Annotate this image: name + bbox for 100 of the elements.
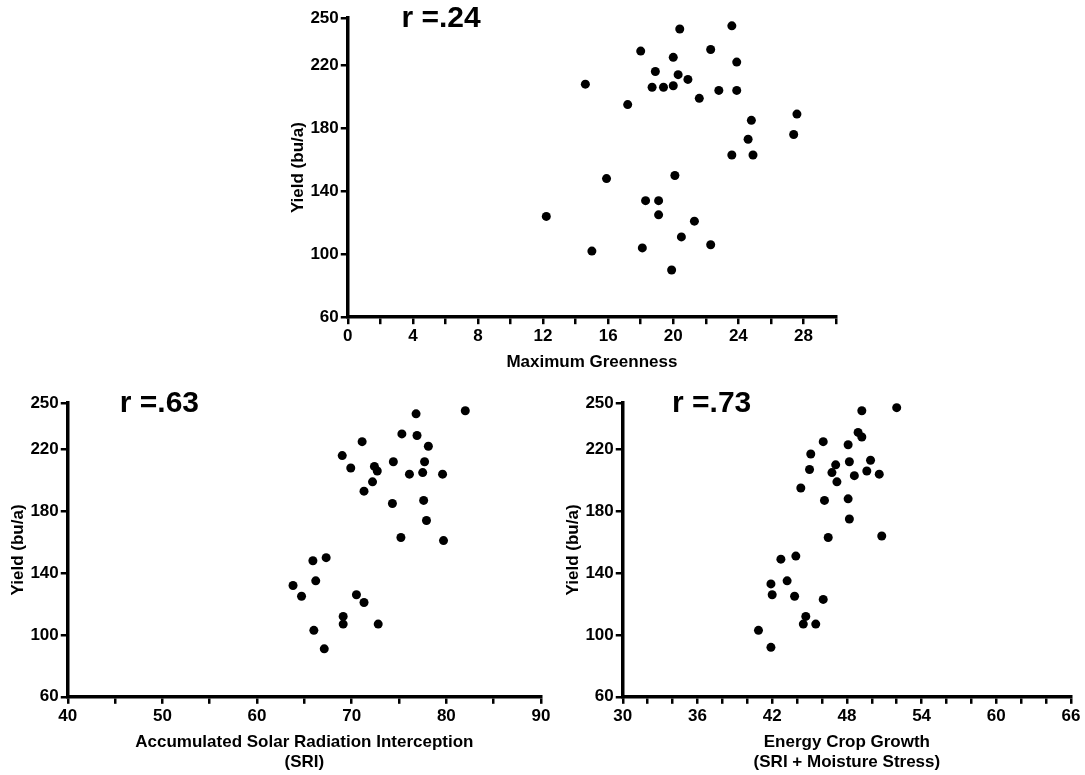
point <box>791 551 801 561</box>
point <box>368 477 378 487</box>
y-tick-label: 250 <box>30 392 59 412</box>
point <box>767 590 777 600</box>
x-tick-label: 12 <box>533 326 553 346</box>
point <box>297 591 307 601</box>
x-tick-label: 48 <box>837 705 857 725</box>
point <box>667 265 677 275</box>
point <box>641 196 651 206</box>
point <box>418 468 428 478</box>
point <box>811 619 821 629</box>
y-tick-label: 100 <box>30 624 59 644</box>
x-tick-label: 90 <box>531 705 551 725</box>
point <box>654 210 664 220</box>
point <box>580 79 590 89</box>
point <box>732 57 742 67</box>
point <box>396 533 406 543</box>
y-tick-label: 60 <box>39 686 59 706</box>
x-tick-label: 24 <box>728 326 749 346</box>
y-tick-label: 140 <box>30 562 59 582</box>
x-tick-label: 0 <box>343 326 353 346</box>
point <box>372 466 382 476</box>
point <box>676 232 686 242</box>
point <box>359 597 369 607</box>
y-tick-label: 180 <box>310 117 339 137</box>
point <box>359 486 369 496</box>
point <box>460 406 470 416</box>
point <box>623 100 633 110</box>
point <box>766 642 776 652</box>
annotation: r =.73 <box>672 385 752 419</box>
x-axis-title: Maximum Greenness <box>506 352 678 372</box>
point <box>862 466 872 476</box>
x-tick-label: 4 <box>408 326 419 346</box>
point <box>782 576 792 586</box>
point <box>308 556 318 566</box>
point <box>819 495 829 505</box>
point <box>670 170 680 180</box>
point <box>541 211 551 221</box>
point <box>832 477 842 487</box>
point <box>319 644 329 654</box>
point <box>694 93 704 103</box>
point <box>309 625 319 635</box>
point <box>288 580 298 590</box>
point <box>843 494 853 504</box>
point <box>373 619 383 629</box>
point <box>650 67 660 77</box>
point <box>706 45 716 54</box>
point <box>857 406 867 416</box>
point <box>351 590 361 600</box>
point <box>675 24 685 34</box>
point <box>636 46 646 56</box>
point <box>790 591 800 601</box>
point <box>857 432 867 442</box>
y-tick-label: 100 <box>310 243 339 263</box>
point <box>844 514 854 524</box>
annotation: r =.24 <box>401 0 482 34</box>
point <box>673 70 683 80</box>
x-tick-label: 60 <box>247 705 267 725</box>
point <box>387 499 397 509</box>
x-tick-label: 70 <box>342 705 362 725</box>
point <box>421 516 431 526</box>
x-tick-label: 28 <box>793 326 813 346</box>
y-tick-label: 180 <box>30 500 59 520</box>
point <box>346 463 356 473</box>
point <box>311 576 321 586</box>
x-tick-label: 36 <box>688 705 707 725</box>
point <box>587 246 597 256</box>
x-tick-label: 60 <box>986 705 1006 725</box>
point <box>748 150 758 160</box>
x-tick-label: 50 <box>152 705 172 725</box>
point <box>404 469 414 479</box>
x-tick-label: 66 <box>1061 705 1081 725</box>
point <box>789 130 799 140</box>
point <box>337 451 347 461</box>
point <box>397 429 407 439</box>
x-tick-label: 40 <box>58 705 78 725</box>
point <box>806 449 816 459</box>
point <box>647 82 657 92</box>
y-tick-label: 250 <box>585 392 614 412</box>
point <box>776 554 786 564</box>
y-tick-label: 220 <box>585 439 614 459</box>
point <box>727 150 737 160</box>
point <box>843 440 853 450</box>
point <box>874 469 884 479</box>
point <box>766 579 776 589</box>
point <box>746 115 756 125</box>
point <box>818 437 828 447</box>
point <box>801 611 811 621</box>
point <box>849 471 859 481</box>
point <box>818 594 828 604</box>
point <box>321 553 331 563</box>
y-tick-label: 250 <box>310 7 339 27</box>
point <box>877 531 887 541</box>
y-axis-title: Yield (bu/a) <box>7 504 27 596</box>
point <box>338 619 348 629</box>
point <box>866 455 876 465</box>
point <box>689 216 699 226</box>
point <box>602 174 612 184</box>
x-tick-label: 42 <box>762 705 782 725</box>
point <box>658 82 668 92</box>
